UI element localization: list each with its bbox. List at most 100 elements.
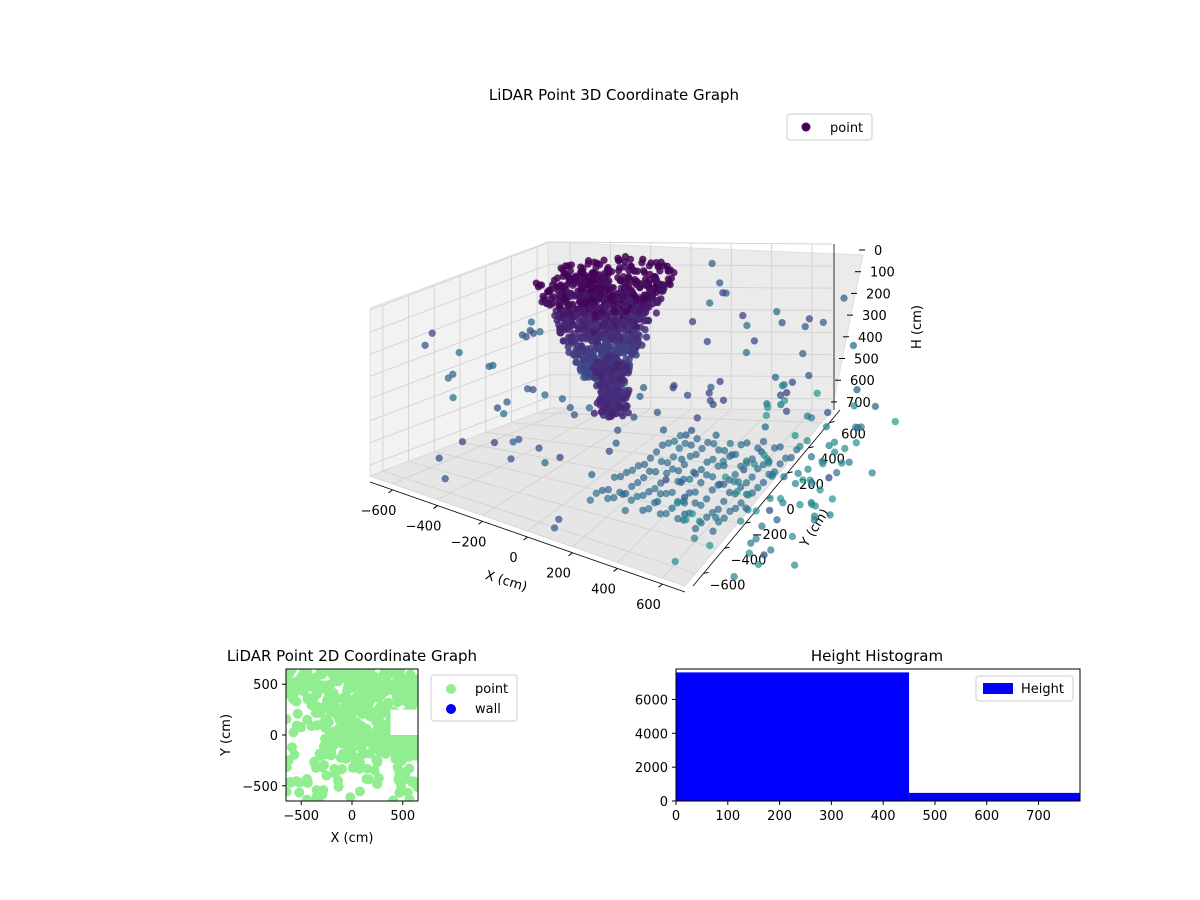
- point-3d: [765, 506, 774, 515]
- point-2d: [367, 708, 378, 719]
- point-3d: [576, 263, 585, 271]
- point-3d: [598, 486, 607, 495]
- point-3d: [659, 426, 668, 434]
- point-2d: [316, 669, 327, 676]
- point-3d: [745, 549, 753, 557]
- x-tick-label: 0: [509, 551, 517, 566]
- legend-histogram[interactable]: Height: [975, 675, 1074, 702]
- point-2d: [329, 768, 340, 779]
- point-3d: [645, 488, 653, 496]
- legend-3d[interactable]: point: [786, 113, 873, 141]
- point-3d: [845, 458, 853, 466]
- point-3d: [518, 331, 527, 339]
- point-3d: [730, 477, 738, 486]
- y-tick: [724, 546, 730, 549]
- point-3d: [771, 373, 780, 381]
- point-3d: [692, 450, 700, 459]
- point-3d: [575, 324, 583, 332]
- point-3d: [493, 404, 502, 412]
- point-2d: [326, 750, 337, 761]
- point-3d: [702, 495, 711, 503]
- point-3d: [850, 402, 858, 410]
- legend-3d-label: point: [830, 121, 863, 136]
- x-tick-label-hist: 600: [974, 809, 999, 824]
- point-3d: [763, 403, 772, 411]
- point-3d: [644, 505, 653, 513]
- point-3d: [641, 325, 649, 334]
- x-tick: [613, 568, 618, 572]
- point-3d: [720, 480, 728, 488]
- point-3d: [657, 287, 666, 295]
- point-2d: [301, 794, 312, 801]
- point-3d: [778, 319, 786, 327]
- point-3d: [830, 438, 839, 446]
- point-3d: [586, 496, 594, 504]
- point-3d: [489, 361, 497, 370]
- point-2d: [319, 760, 329, 771]
- point-2d: [396, 780, 406, 791]
- point-3d: [731, 470, 739, 479]
- point-3d: [813, 389, 821, 397]
- histogram-ticks: 0 100 200 300 400 500 600 700 0 2000 4000 6000: [635, 693, 1051, 824]
- point-3d: [673, 499, 681, 507]
- point-3d: [726, 439, 734, 448]
- point-3d: [648, 293, 657, 301]
- point-3d: [705, 299, 714, 307]
- void-2d: [390, 709, 418, 735]
- chart-histogram: Height Histogram 0 100 200 300 400 500 600 7000…: [635, 647, 1081, 824]
- y-tick-label-hist: 2000: [635, 761, 668, 776]
- point-3d: [782, 407, 791, 415]
- point-3d: [840, 294, 848, 302]
- point-2d: [331, 703, 342, 714]
- point-3d: [788, 532, 797, 541]
- point-3d: [691, 488, 699, 496]
- point-3d: [794, 469, 802, 478]
- legend-2d[interactable]: point wall: [430, 674, 518, 722]
- histogram-bar[interactable]: [909, 792, 1080, 801]
- point-3d: [720, 497, 728, 506]
- point-3d: [668, 488, 676, 497]
- x-tick-label-2d: −500: [283, 809, 319, 824]
- point-2d: [372, 779, 383, 789]
- z-axis-label: H (cm): [910, 305, 925, 349]
- point-3d: [557, 329, 565, 337]
- point-3d: [712, 513, 720, 522]
- point-3d: [651, 484, 659, 493]
- histogram-bar[interactable]: [676, 672, 910, 801]
- point-3d: [610, 316, 618, 324]
- point-3d: [805, 315, 814, 323]
- point-3d: [832, 469, 841, 477]
- point-3d: [589, 268, 597, 277]
- point-3d: [541, 391, 549, 399]
- point-3d: [662, 509, 670, 518]
- point-3d: [714, 505, 722, 513]
- point-2d: [349, 693, 360, 704]
- point-3d: [773, 516, 781, 524]
- point-3d: [590, 291, 599, 299]
- point-3d: [780, 396, 789, 405]
- point-3d: [587, 276, 596, 284]
- floor-grid-y: [511, 422, 801, 449]
- point-2d: [344, 748, 355, 759]
- point-3d: [625, 282, 633, 290]
- point-3d: [823, 408, 832, 417]
- z-tick-label: 400: [858, 331, 883, 346]
- chart-2d-xlabel: X (cm): [331, 831, 374, 846]
- point-3d: [759, 478, 768, 487]
- point-3d: [736, 517, 745, 525]
- x-tick-label: 200: [546, 567, 571, 582]
- point-3d: [598, 387, 606, 395]
- point-3d: [589, 301, 597, 309]
- floor-grid-y: [382, 470, 696, 574]
- point-3d: [576, 367, 585, 375]
- point-3d: [535, 444, 543, 452]
- point-3d: [811, 502, 820, 510]
- ticks-2d: −500 0 500 −500 0 500: [242, 678, 415, 824]
- y-tick: [829, 421, 835, 424]
- point-3d: [776, 443, 784, 451]
- point-2d: [354, 786, 365, 797]
- point-3d: [558, 395, 567, 403]
- y-tick-label-2d: −500: [242, 780, 278, 795]
- y-tick-label-2d: 500: [253, 678, 278, 693]
